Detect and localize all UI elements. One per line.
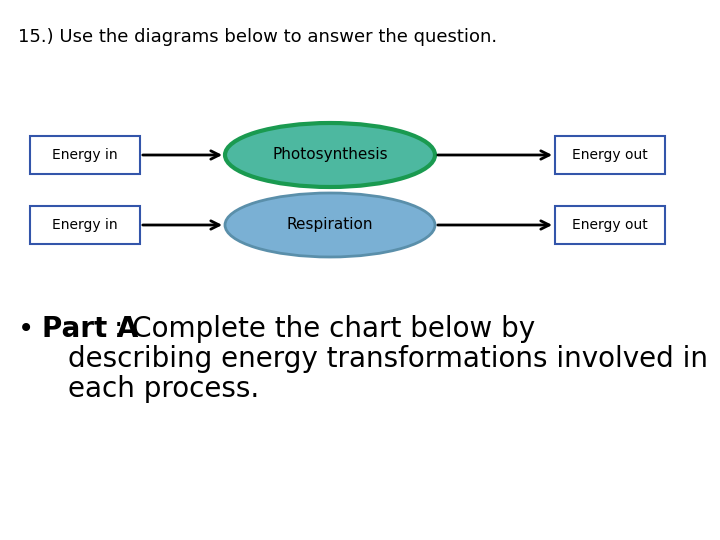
Text: Energy out: Energy out [572, 218, 648, 232]
Text: Respiration: Respiration [287, 218, 373, 233]
Text: Energy in: Energy in [52, 218, 118, 232]
Text: Energy in: Energy in [52, 148, 118, 162]
Text: Energy out: Energy out [572, 148, 648, 162]
Text: Part A: Part A [42, 315, 138, 343]
Text: : Complete the chart below by: : Complete the chart below by [114, 315, 535, 343]
Bar [555, 136, 665, 174]
Text: describing energy transformations involved in: describing energy transformations involv… [68, 345, 708, 373]
Ellipse shape [225, 193, 435, 257]
Bar [30, 136, 140, 174]
Text: each process.: each process. [68, 375, 259, 403]
Text: •: • [18, 315, 35, 343]
Bar [555, 206, 665, 244]
Text: 15.) Use the diagrams below to answer the question.: 15.) Use the diagrams below to answer th… [18, 28, 497, 46]
Bar [30, 206, 140, 244]
Text: Photosynthesis: Photosynthesis [272, 147, 388, 163]
Ellipse shape [225, 123, 435, 187]
